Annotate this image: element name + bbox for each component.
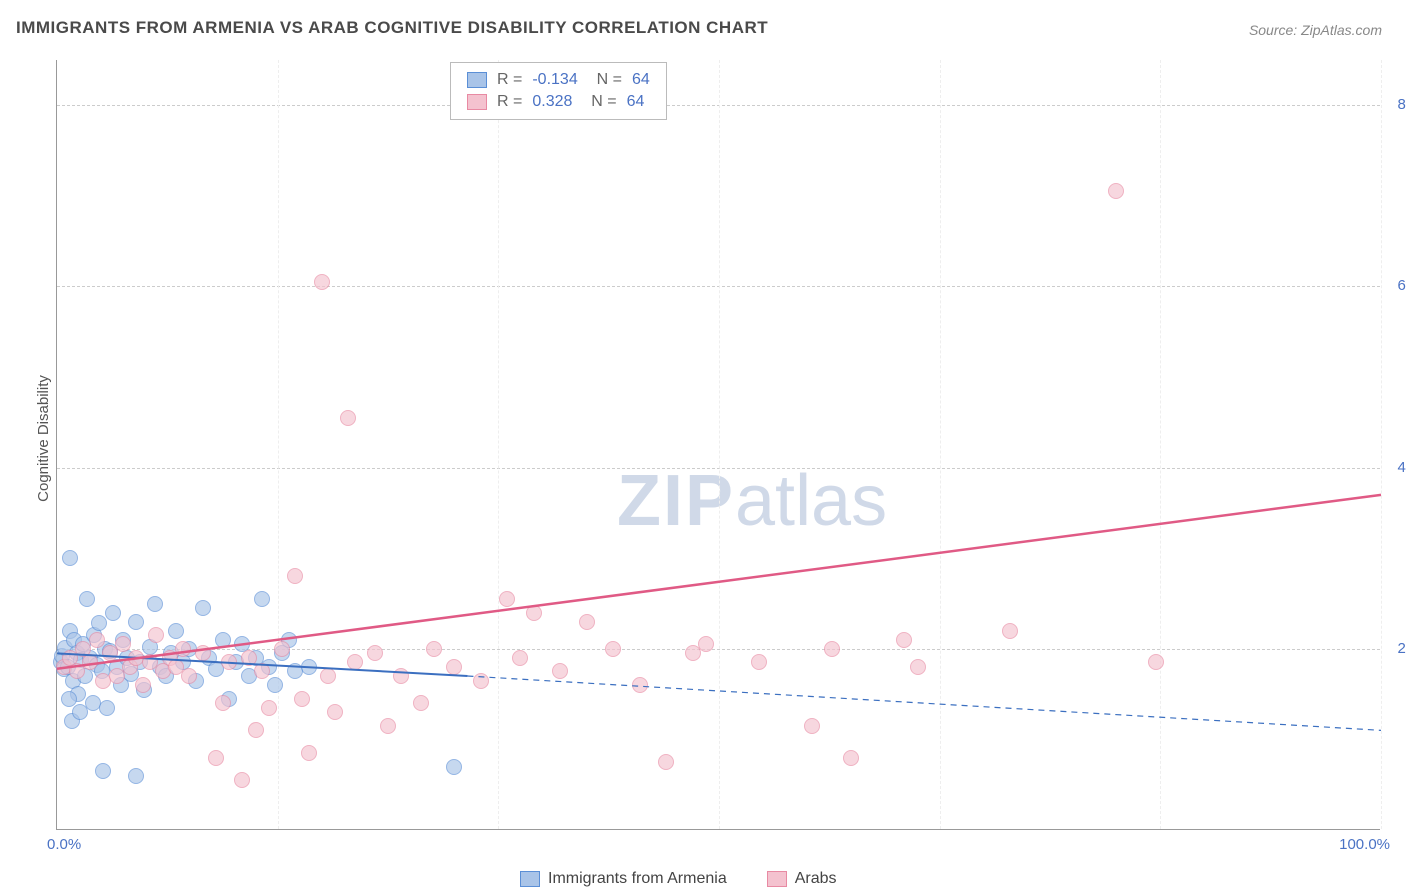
legend-item-1: Immigrants from Armenia: [520, 870, 727, 888]
legend-swatch-2: [767, 871, 787, 887]
plot-area: ZIPatlas 20.0%40.0%60.0%80.0%0.0%100.0%: [56, 60, 1380, 830]
stats-row-2: R = 0.328 N = 64: [467, 91, 650, 113]
y-tick-label: 40.0%: [1385, 459, 1406, 476]
chart-root: IMMIGRANTS FROM ARMENIA VS ARAB COGNITIV…: [0, 0, 1406, 892]
x-tick-right: 100.0%: [1339, 836, 1390, 853]
swatch-series-2: [467, 94, 487, 110]
r-value-2: 0.328: [532, 91, 572, 113]
r-label-1: R =: [497, 69, 522, 91]
y-tick-label: 20.0%: [1385, 640, 1406, 657]
n-value-1: 64: [632, 69, 650, 91]
x-tick-left: 0.0%: [47, 836, 81, 853]
n-label-2: N =: [582, 91, 616, 113]
n-label-1: N =: [588, 69, 622, 91]
y-tick-label: 60.0%: [1385, 277, 1406, 294]
swatch-series-1: [467, 72, 487, 88]
stats-legend: R = -0.134 N = 64 R = 0.328 N = 64: [450, 62, 667, 120]
r-label-2: R =: [497, 91, 522, 113]
legend-label-2: Arabs: [795, 870, 837, 888]
n-value-2: 64: [627, 91, 645, 113]
y-axis-label: Cognitive Disability: [35, 375, 52, 502]
legend-item-2: Arabs: [767, 870, 837, 888]
vgrid-line: [1381, 60, 1382, 829]
legend-swatch-1: [520, 871, 540, 887]
chart-source: Source: ZipAtlas.com: [1249, 22, 1382, 38]
r-value-1: -0.134: [532, 69, 577, 91]
chart-title: IMMIGRANTS FROM ARMENIA VS ARAB COGNITIV…: [16, 18, 768, 38]
stats-row-1: R = -0.134 N = 64: [467, 69, 650, 91]
legend-label-1: Immigrants from Armenia: [548, 870, 727, 888]
y-tick-label: 80.0%: [1385, 96, 1406, 113]
series-legend: Immigrants from Armenia Arabs: [520, 870, 837, 888]
trend-lines: [57, 60, 1381, 830]
